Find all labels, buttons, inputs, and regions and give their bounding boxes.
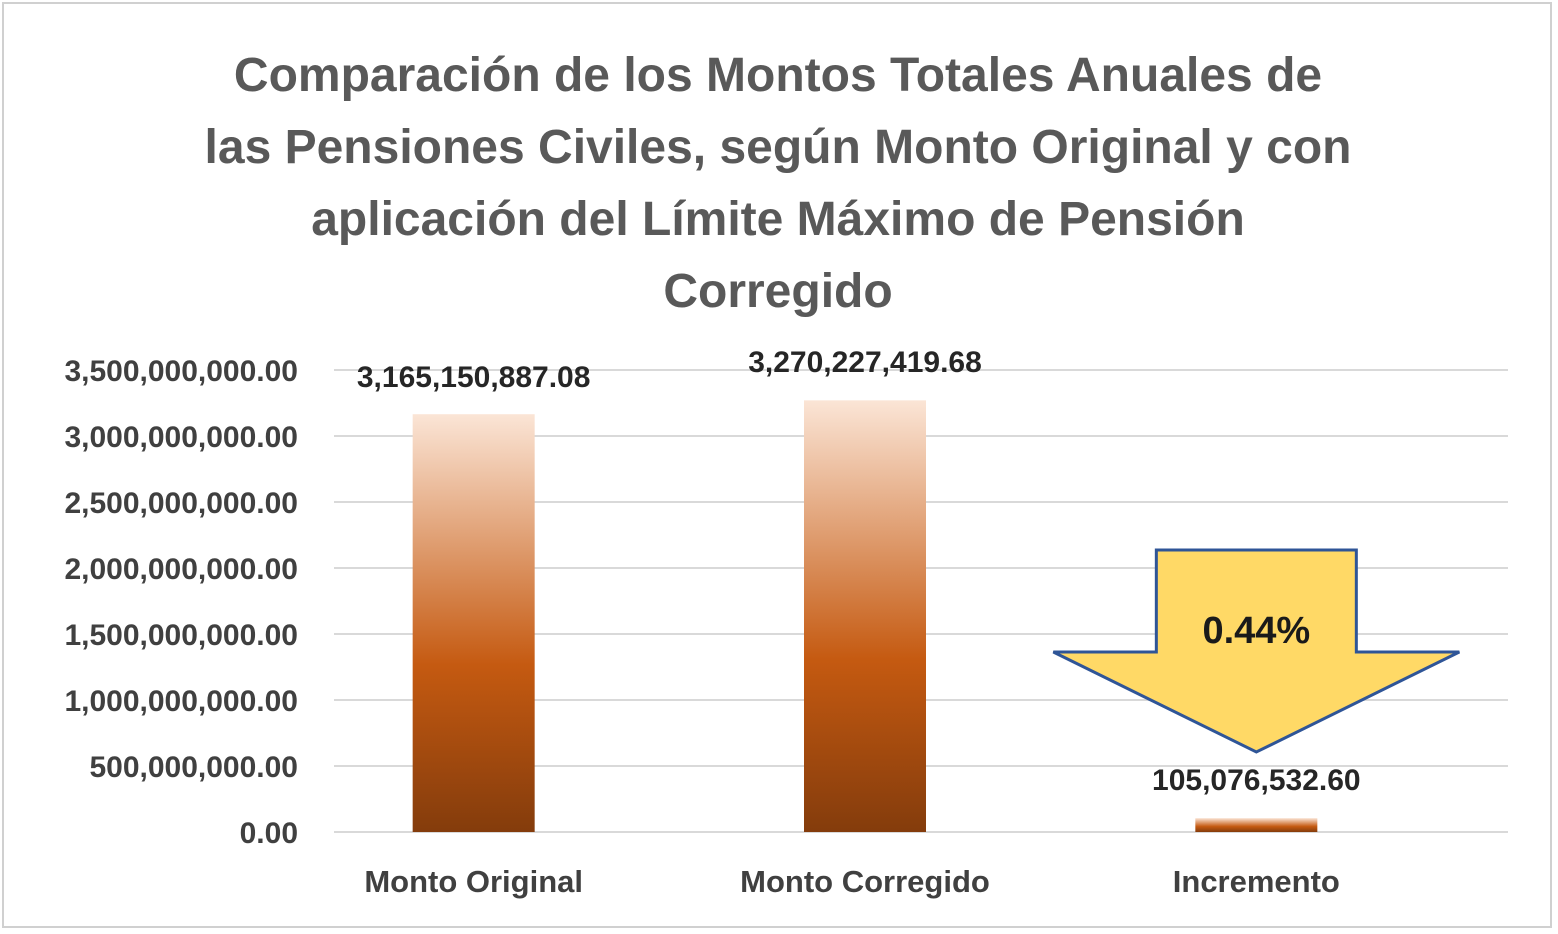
chart-title-line-4: Corregido (663, 265, 893, 318)
y-tick-label: 3,000,000,000.00 (64, 421, 298, 454)
callout-percent: 0.44% (1202, 610, 1310, 652)
category-label-1: Monto Corregido (740, 864, 990, 899)
y-tick-label: 500,000,000.00 (89, 751, 298, 784)
down-arrow-callout (1052, 548, 1460, 754)
bar-0 (412, 414, 535, 832)
data-label-0: 3,165,150,887.08 (357, 361, 591, 394)
data-label-2: 105,076,532.60 (1152, 764, 1361, 797)
increase-callout: 0.44% (1052, 548, 1460, 754)
bars (412, 400, 1318, 832)
y-tick-label: 2,500,000,000.00 (64, 487, 298, 520)
y-tick-label: 0.00 (240, 817, 298, 850)
y-tick-label: 2,000,000,000.00 (64, 553, 298, 586)
chart-title-line-2: las Pensiones Civiles, según Monto Origi… (204, 121, 1352, 174)
chart-title-line-3: aplicación del Límite Máximo de Pensión (311, 193, 1245, 246)
y-tick-label: 1,500,000,000.00 (64, 619, 298, 652)
bar-1 (804, 400, 926, 832)
x-axis: Monto Original Monto Corregido Incremento (364, 864, 1340, 899)
y-tick-label: 3,500,000,000.00 (64, 355, 298, 388)
chart-title: Comparación de los Montos Totales Anuale… (120, 40, 1436, 328)
chart-title-line-1: Comparación de los Montos Totales Anuale… (233, 49, 1323, 102)
data-labels: 3,165,150,887.08 3,270,227,419.68 105,076,… (357, 346, 1361, 797)
y-tick-label: 1,000,000,000.00 (64, 685, 298, 718)
data-label-1: 3,270,227,419.68 (748, 346, 982, 379)
category-label-0: Monto Original (364, 864, 583, 899)
bar-2 (1195, 818, 1318, 832)
y-axis: 0.00 500,000,000.00 1,000,000,000.00 1,500,… (64, 355, 298, 850)
category-label-2: Incremento (1173, 864, 1340, 899)
